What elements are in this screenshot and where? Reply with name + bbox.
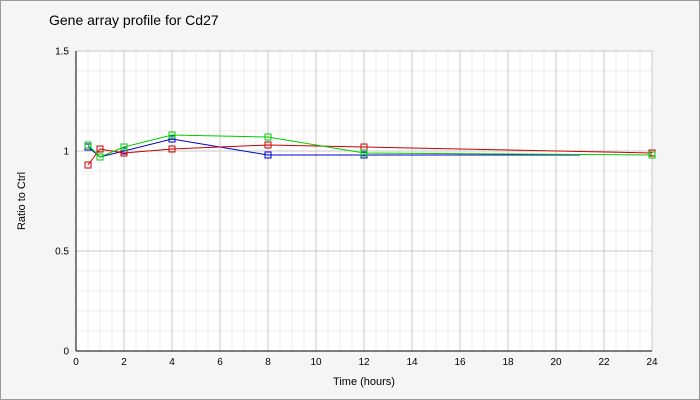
data-point-marker: [264, 133, 272, 141]
series-layer: [84, 131, 656, 169]
data-point-marker: [168, 145, 176, 153]
data-point-marker: [360, 149, 368, 157]
data-point-marker: [168, 131, 176, 139]
series-line: [87, 134, 653, 158]
x-tick-label: 16: [454, 357, 466, 368]
x-tick-label: 20: [550, 357, 562, 368]
chart-title: Gene array profile for Cd27: [49, 12, 219, 28]
x-tick-label: 24: [646, 357, 658, 368]
y-tick-label: 0.5: [55, 247, 69, 258]
y-axis-label: Ratio to Ctrl: [16, 172, 28, 230]
axes: [75, 51, 652, 352]
series-line: [87, 144, 653, 166]
data-point-marker: [648, 151, 656, 159]
x-tick-label: 14: [406, 357, 418, 368]
x-tick-label: 10: [310, 357, 322, 368]
series-3: [84, 131, 656, 161]
data-point-marker: [264, 141, 272, 149]
x-tick-label: 2: [121, 357, 127, 368]
x-tick-label: 12: [358, 357, 370, 368]
data-point-marker: [168, 135, 176, 143]
x-tick-label: 6: [217, 357, 223, 368]
data-point-marker: [84, 161, 92, 169]
x-tick-label: 18: [502, 357, 514, 368]
y-tick-label: 1.5: [55, 47, 69, 58]
x-axis-label: Time (hours): [333, 376, 395, 388]
x-tick-label: 8: [265, 357, 271, 368]
x-tick-label: 0: [73, 357, 79, 368]
x-tick-label: 4: [169, 357, 175, 368]
data-point-marker: [264, 151, 272, 159]
data-point-marker: [96, 153, 104, 161]
data-point-marker: [96, 145, 104, 153]
data-point-marker: [84, 141, 92, 149]
y-tick-label: 1: [63, 147, 69, 158]
x-tick-label: 22: [598, 357, 610, 368]
y-tick-label: 0: [63, 347, 69, 358]
data-point-marker: [120, 143, 128, 151]
x-axis-ticks: 0 2 4 6 8 10 12 14 16 18 20 22 24: [73, 357, 658, 368]
y-axis-ticks: 0 0.5 1 1.5: [55, 47, 69, 358]
